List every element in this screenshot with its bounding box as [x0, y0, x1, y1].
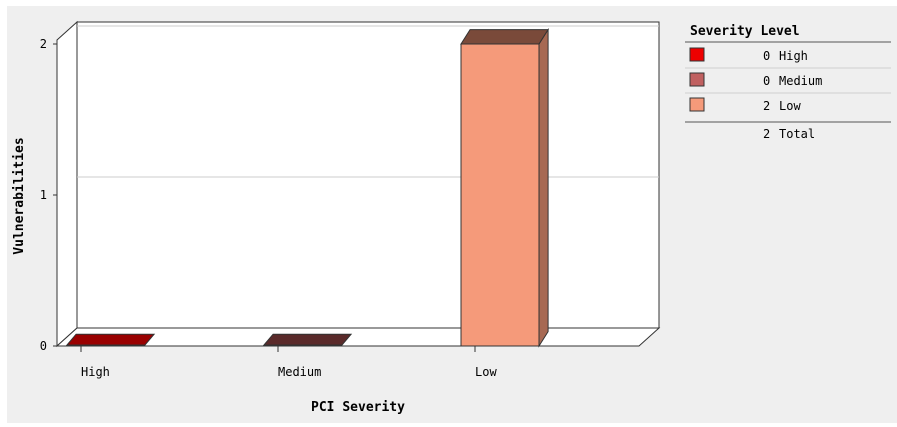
bar-low — [460, 27, 549, 348]
legend-label: Low — [779, 99, 801, 113]
y-tick-label: 0 — [40, 339, 47, 353]
bars — [65, 27, 549, 348]
chart-panel: 0 1 2 High Medium Low Vulnerabilities PCI Se… — [7, 6, 897, 423]
plot-area — [55, 20, 661, 348]
bar-flat — [65, 333, 156, 346]
legend-entry: 0 High — [685, 47, 891, 69]
bar-chart: 0 1 2 High Medium Low Vulnerabilities PCI Se… — [12, 20, 891, 415]
legend-total-count: 2 — [763, 127, 770, 141]
bar-side — [538, 27, 549, 348]
legend-entries: 0 High 0 Medium 2 Low — [685, 47, 891, 113]
legend-count: 2 — [763, 99, 770, 113]
legend-swatch — [689, 97, 705, 112]
gridlines — [77, 25, 659, 178]
legend-label: High — [779, 49, 808, 63]
legend-swatch — [689, 47, 705, 62]
bar-high — [65, 333, 156, 346]
legend-title: Severity Level — [690, 24, 800, 39]
y-tick-label: 2 — [40, 37, 47, 51]
legend-entry: 2 Low — [689, 97, 801, 113]
x-tick-label: Medium — [278, 365, 321, 379]
side-wall — [56, 20, 78, 348]
bar-flat — [262, 333, 353, 346]
legend-total-label: Total — [779, 127, 815, 141]
bar-medium — [262, 333, 353, 346]
x-tick-label: High — [81, 365, 110, 379]
bar-top — [460, 29, 549, 45]
legend-count: 0 — [763, 49, 770, 63]
legend-swatch — [689, 72, 705, 87]
legend-entry: 0 Medium — [685, 72, 891, 94]
x-tick-label: Low — [475, 365, 497, 379]
legend-label: Medium — [779, 74, 822, 88]
bar-front — [460, 43, 540, 347]
y-axis-title: Vulnerabilities — [12, 137, 27, 254]
x-axis-title: PCI Severity — [311, 400, 405, 415]
y-axis: 0 1 2 — [40, 37, 57, 353]
x-axis: High Medium Low — [80, 346, 497, 379]
y-tick-label: 1 — [40, 188, 47, 202]
legend: Severity Level 0 High 0 Medium 2 Low 2 Total — [685, 24, 891, 141]
legend-count: 0 — [763, 74, 770, 88]
back-wall — [76, 21, 660, 329]
